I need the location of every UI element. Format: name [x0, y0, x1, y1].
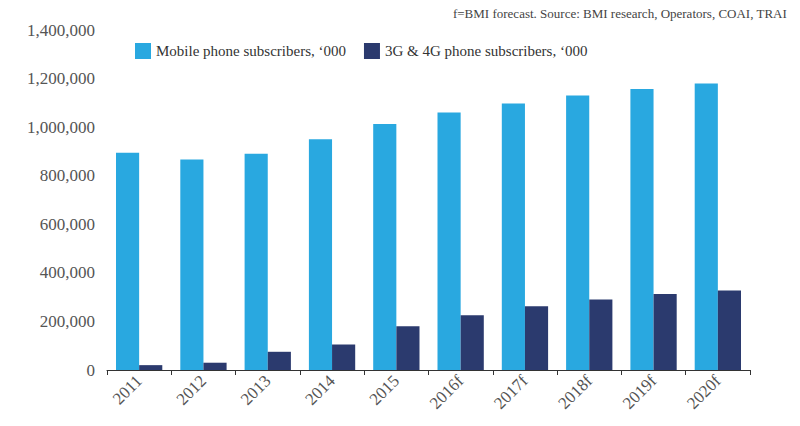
svg-text:1,200,000: 1,200,000	[27, 69, 95, 88]
svg-text:3G & 4G phone subscribers, ‘00: 3G & 4G phone subscribers, ‘000	[385, 43, 587, 59]
svg-text:2019f: 2019f	[619, 371, 661, 413]
svg-text:0: 0	[87, 361, 96, 380]
svg-text:2020f: 2020f	[683, 371, 725, 413]
svg-text:Mobile phone subscribers, ‘000: Mobile phone subscribers, ‘000	[156, 43, 346, 59]
svg-text:2018f: 2018f	[555, 371, 597, 413]
svg-text:2013: 2013	[237, 371, 274, 408]
svg-text:2017f: 2017f	[490, 371, 532, 413]
svg-text:400,000: 400,000	[40, 263, 95, 282]
svg-text:600,000: 600,000	[40, 215, 95, 234]
svg-text:2014: 2014	[301, 371, 339, 409]
svg-text:2011: 2011	[109, 371, 146, 408]
svg-text:2012: 2012	[173, 371, 210, 408]
svg-text:1,400,000: 1,400,000	[27, 21, 95, 40]
svg-text:200,000: 200,000	[40, 312, 95, 331]
svg-text:2015: 2015	[366, 371, 403, 408]
svg-text:800,000: 800,000	[40, 166, 95, 185]
svg-text:2016f: 2016f	[426, 371, 468, 413]
svg-text:1,000,000: 1,000,000	[27, 118, 95, 137]
svg-text:f=BMI forecast. Source: BMI re: f=BMI forecast. Source: BMI research, Op…	[453, 6, 787, 21]
